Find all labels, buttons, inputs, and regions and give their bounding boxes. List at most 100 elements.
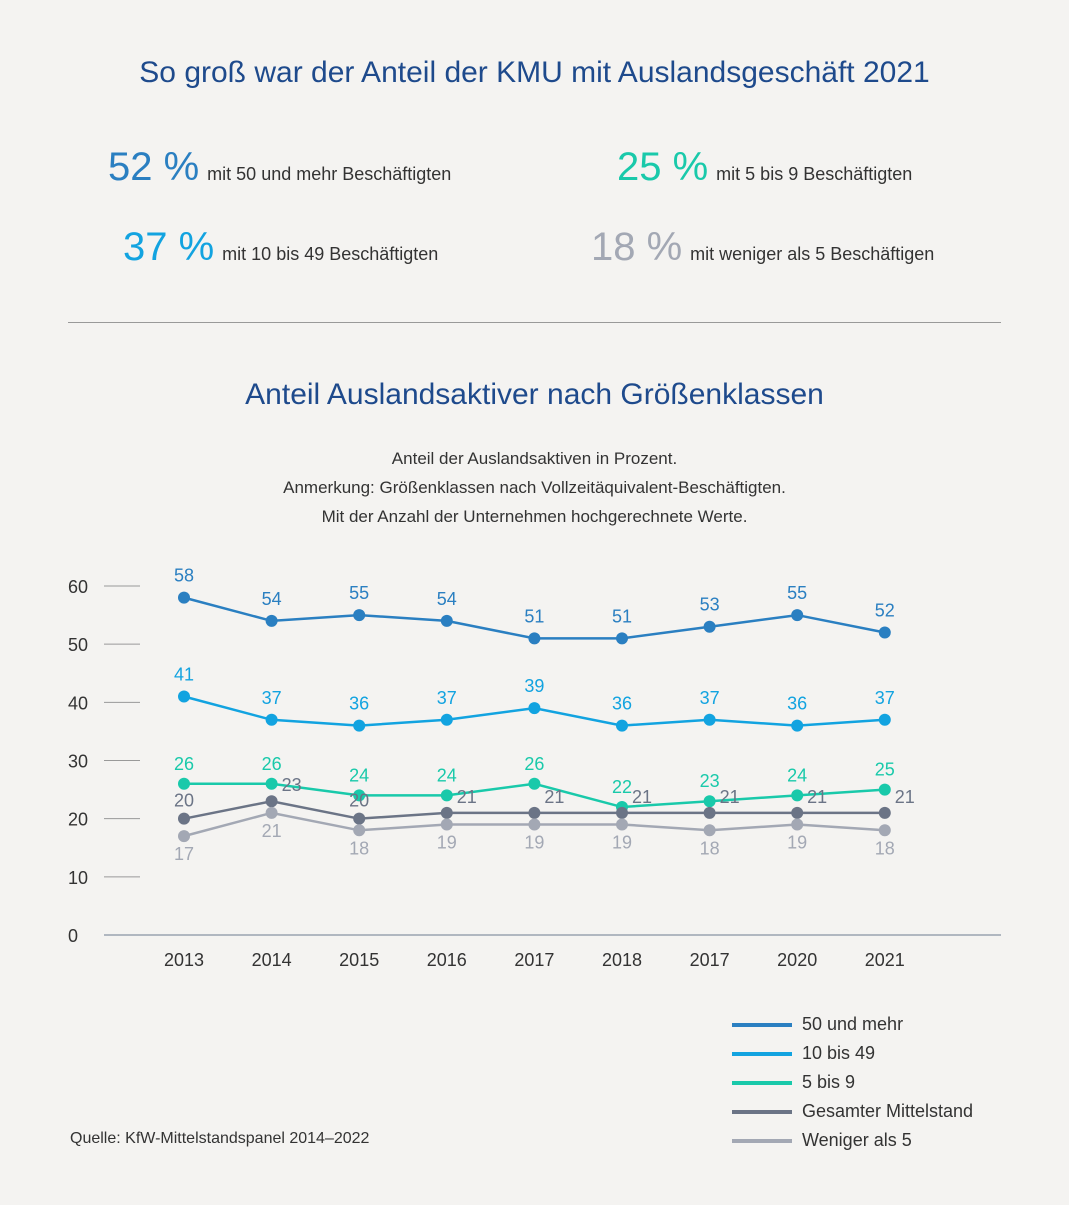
data-label: 55	[349, 583, 369, 603]
data-label: 18	[875, 838, 895, 858]
data-point	[616, 818, 628, 831]
data-point	[616, 632, 628, 645]
data-label: 24	[349, 765, 369, 785]
source-note: Quelle: KfW-Mittelstandspanel 2014–2022	[70, 1130, 370, 1147]
data-label: 23	[700, 771, 720, 791]
data-point	[178, 690, 190, 703]
y-tick-label: 10	[68, 868, 88, 888]
legend-label: Gesamter Mittelstand	[802, 1101, 974, 1121]
data-point	[616, 719, 628, 732]
data-point	[791, 806, 804, 819]
x-tick-label: 2018	[602, 950, 642, 970]
data-point	[178, 591, 190, 604]
legend-label: Weniger als 5	[802, 1130, 912, 1150]
chart-title: Anteil Auslandsaktiver nach Größenklasse…	[245, 378, 824, 411]
data-point	[440, 614, 453, 627]
legend-swatch	[732, 1138, 792, 1143]
y-tick-label: 50	[68, 635, 88, 655]
chart-notes: Anteil der Auslandsaktiven in Prozent. A…	[0, 444, 1069, 531]
data-point	[878, 626, 891, 639]
data-label: 51	[524, 606, 544, 626]
stat-value: 25 %	[617, 145, 709, 189]
data-point	[528, 818, 541, 831]
data-label: 24	[437, 765, 457, 785]
x-tick-label: 2021	[865, 950, 905, 970]
legend-swatch	[732, 1080, 792, 1085]
data-label: 37	[700, 688, 720, 708]
data-point	[878, 713, 891, 726]
data-label: 39	[524, 676, 544, 696]
x-tick-label: 2015	[339, 950, 379, 970]
x-tick-label: 2017	[690, 950, 730, 970]
x-tick-label: 2016	[427, 950, 467, 970]
stat-10-49: 37 % mit 10 bis 49 Beschäftigten	[123, 225, 438, 270]
data-point	[353, 609, 366, 622]
data-point	[703, 713, 716, 726]
data-point	[791, 818, 804, 831]
page-title: So groß war der Anteil der KMU mit Ausla…	[139, 56, 930, 89]
data-label: 58	[174, 566, 194, 586]
data-label: 18	[349, 838, 369, 858]
data-label: 54	[262, 589, 282, 609]
data-point	[440, 713, 453, 726]
data-point	[265, 614, 278, 627]
data-label: 21	[895, 787, 915, 807]
data-label: 53	[700, 595, 720, 615]
legend-item: 5 bis 9	[732, 1068, 973, 1097]
stat-value: 37 %	[123, 225, 215, 269]
data-label: 37	[262, 688, 282, 708]
stat-label: mit weniger als 5 Beschäftigen	[690, 244, 935, 264]
note-line: Mit der Anzahl der Unternehmen hochgerec…	[321, 507, 748, 526]
data-label: 22	[612, 777, 632, 797]
data-point	[353, 789, 366, 802]
data-point	[878, 824, 891, 837]
note-line: Anteil der Auslandsaktiven in Prozent.	[391, 449, 678, 468]
data-label: 24	[787, 765, 807, 785]
data-label: 18	[700, 838, 720, 858]
data-label: 17	[174, 844, 194, 864]
legend-label: 10 bis 49	[802, 1043, 876, 1063]
data-point	[878, 806, 891, 819]
data-point	[528, 702, 541, 715]
stat-value: 18 %	[591, 225, 683, 269]
legend-item: Weniger als 5	[732, 1126, 973, 1155]
y-tick-label: 0	[68, 926, 78, 946]
data-label: 26	[174, 754, 194, 774]
stat-5-9: 25 % mit 5 bis 9 Beschäftigten	[617, 145, 912, 190]
data-label: 36	[612, 694, 632, 714]
data-label: 19	[524, 832, 544, 852]
data-point	[791, 789, 804, 802]
data-point	[440, 818, 453, 831]
data-label: 19	[437, 832, 457, 852]
x-tick-label: 2013	[164, 950, 204, 970]
data-point	[265, 795, 278, 808]
data-point	[703, 620, 716, 633]
stat-under-5: 18 % mit weniger als 5 Beschäftigen	[591, 225, 934, 270]
data-label: 51	[612, 606, 632, 626]
data-point	[703, 824, 716, 837]
data-label: 52	[875, 601, 895, 621]
y-tick-label: 20	[68, 810, 88, 830]
data-label: 20	[174, 791, 194, 811]
stat-label: mit 5 bis 9 Beschäftigten	[716, 164, 913, 184]
legend-item: 10 bis 49	[732, 1039, 973, 1068]
data-label: 37	[875, 688, 895, 708]
data-label: 21	[262, 821, 282, 841]
data-point	[265, 713, 278, 726]
note-line: Anmerkung: Größenklassen nach Vollzeitäq…	[283, 478, 786, 497]
x-tick-label: 2020	[777, 950, 817, 970]
data-point	[528, 632, 541, 645]
data-point	[178, 830, 190, 843]
data-label: 54	[437, 589, 457, 609]
divider	[68, 322, 1001, 323]
data-point	[528, 806, 541, 819]
data-point	[353, 812, 366, 825]
x-tick-label: 2014	[252, 950, 292, 970]
data-point	[703, 795, 716, 808]
data-point	[353, 719, 366, 732]
data-point	[265, 777, 278, 790]
data-point	[440, 789, 453, 802]
legend-swatch	[732, 1051, 792, 1056]
